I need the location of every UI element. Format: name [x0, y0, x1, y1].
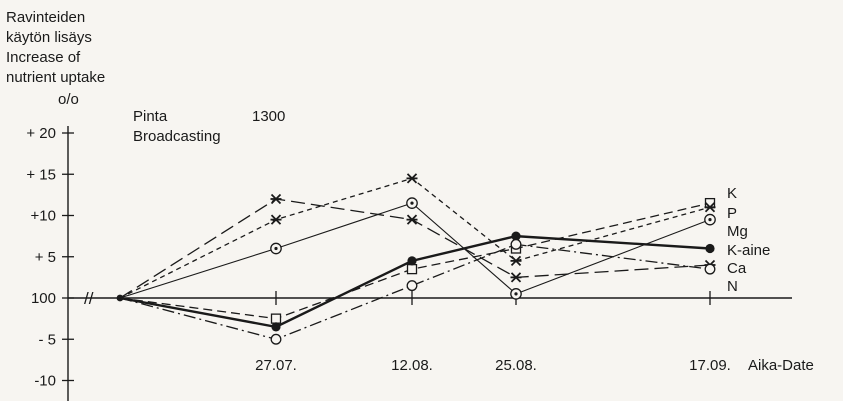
y-title-line-2: käytön lisäys	[6, 29, 92, 46]
y-unit-label: o/o	[58, 91, 79, 108]
data-point	[510, 272, 522, 283]
x-axis-label: Aika-Date	[748, 357, 814, 374]
series-ca	[119, 193, 716, 299]
y-tick-label: - 5	[38, 331, 56, 348]
series-line	[119, 243, 711, 340]
data-point	[510, 255, 522, 267]
circle-dot	[514, 292, 518, 296]
legend-label-k: K	[727, 185, 737, 202]
series-n	[119, 238, 716, 345]
data-point	[510, 238, 522, 250]
annotation-line-2: Broadcasting	[133, 128, 221, 145]
data-point	[406, 214, 418, 225]
data-point	[406, 173, 418, 184]
x-ticks: 27.07. 12.08. 25.08. 17.09.	[255, 291, 731, 374]
legend-label-k-aine: K-aine	[727, 242, 770, 259]
series-p	[119, 173, 716, 299]
filled-circle-marker	[407, 256, 417, 266]
y-title-line-1: Ravinteiden	[6, 9, 85, 26]
legend-label-n: N	[727, 278, 738, 295]
series-layer	[116, 173, 716, 345]
annotation-line-1: Pinta	[133, 108, 168, 125]
legend-label-mg: Mg	[727, 223, 748, 240]
data-point	[271, 322, 281, 332]
open-circle-marker	[270, 333, 282, 345]
y-tick-label: + 20	[26, 125, 56, 142]
y-axis-title: Ravinteiden käytön lisäys Increase of nu…	[6, 9, 105, 86]
annotation-value: 1300	[252, 108, 285, 125]
square-marker	[406, 263, 418, 275]
open-circle-marker	[704, 263, 716, 275]
data-point	[270, 242, 282, 255]
open-circle-marker	[510, 238, 522, 250]
filled-circle-marker	[511, 231, 521, 241]
square-marker	[270, 313, 282, 324]
legend-label-p: P	[727, 205, 737, 222]
circle-dot	[410, 201, 414, 205]
y-tick-label: +10	[31, 208, 56, 225]
data-point	[270, 313, 282, 324]
series-k-aine	[119, 231, 715, 332]
series-mg	[119, 197, 716, 300]
filled-circle-marker	[705, 243, 715, 254]
y-tick-label: + 5	[35, 249, 56, 266]
series-line	[119, 177, 711, 299]
data-point	[406, 263, 418, 275]
data-point	[705, 243, 715, 254]
data-point	[511, 231, 521, 241]
data-point	[704, 213, 716, 226]
data-point	[406, 197, 418, 209]
y-tick-label: -10	[34, 373, 56, 390]
legend-label-ca: Ca	[727, 260, 747, 277]
y-title-line-3: Increase of	[6, 49, 81, 66]
circle-dot	[274, 246, 278, 251]
y-tick-label: + 15	[26, 166, 56, 183]
x-tick-label: 25.08.	[495, 357, 537, 374]
data-point	[406, 280, 418, 292]
filled-circle-marker	[271, 322, 281, 332]
axis-break-marker: //	[84, 289, 94, 308]
y-ticks: + 20 + 15 +10 + 5 100 - 5 -10	[26, 125, 74, 390]
y-title-line-4: nutrient uptake	[6, 69, 105, 86]
x-tick-label: 17.09.	[689, 357, 731, 374]
open-circle-marker	[406, 280, 418, 292]
x-tick-label: 27.07.	[255, 357, 297, 374]
y-tick-label: 100	[31, 290, 56, 307]
data-point	[270, 214, 282, 225]
x-tick-label: 12.08.	[391, 357, 433, 374]
data-point	[270, 333, 282, 345]
circle-dot	[708, 218, 712, 222]
data-point	[510, 288, 522, 300]
origin-point	[116, 294, 124, 302]
data-point	[704, 202, 716, 213]
data-point	[407, 256, 417, 266]
data-point	[270, 193, 282, 205]
data-point	[704, 263, 716, 275]
series-k	[119, 197, 716, 324]
